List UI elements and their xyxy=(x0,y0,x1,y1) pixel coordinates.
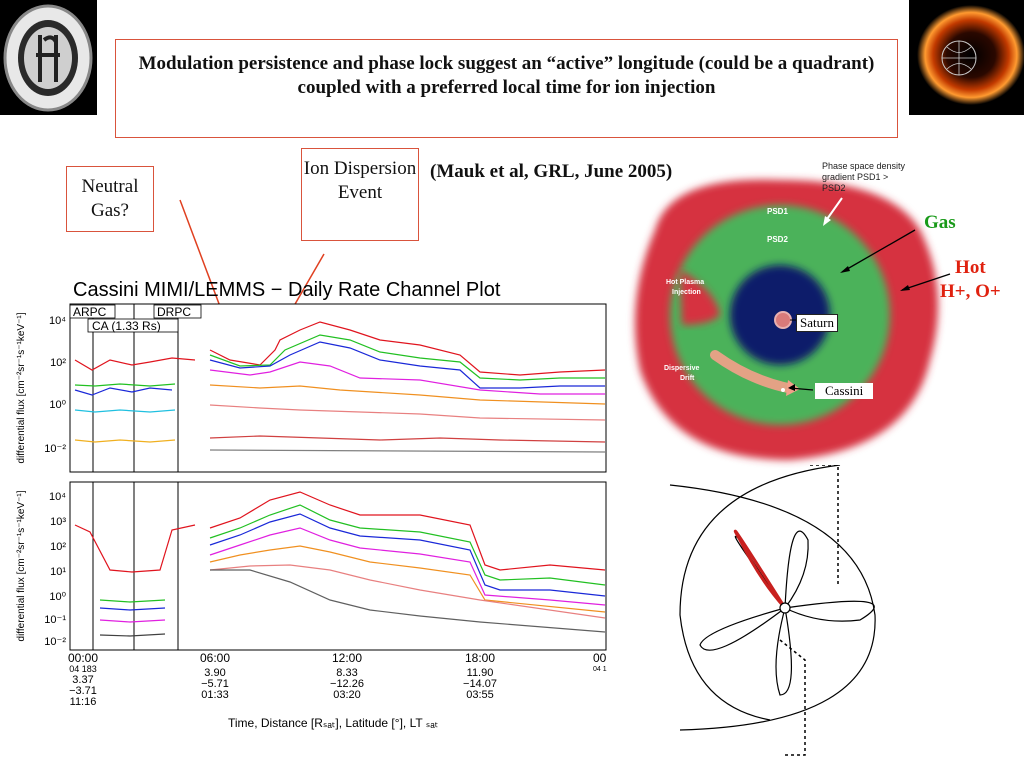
ion-dispersion-text: Ion Dispersion Event xyxy=(303,158,417,203)
psd2-label: PSD2 xyxy=(767,235,788,244)
top-ytick: 10⁴ xyxy=(49,315,66,327)
top-ytick: 10⁰ xyxy=(49,399,66,411)
bottom-ytick: 10⁻² xyxy=(44,636,66,648)
arpc-label: ARPC xyxy=(73,305,107,319)
jhu-apl-logo xyxy=(0,0,97,115)
cassini-flux-plot: ARPC DRPC CA (1.33 Rs) 10⁴ 10² 10⁰ 10⁻² … xyxy=(16,303,607,651)
psd1-label: PSD1 xyxy=(767,207,788,216)
xtick-1: 06:00 3.90 −5.71 01:33 xyxy=(199,651,231,701)
saturn-ring-current-image xyxy=(909,0,1024,115)
top-ytick: 10² xyxy=(50,357,66,369)
slide-title: Modulation persistence and phase lock su… xyxy=(138,53,875,98)
hot-plasma-label: Hot Plasma Injection xyxy=(666,279,706,296)
bottom-ytick: 10⁰ xyxy=(49,591,66,603)
title-box: Modulation persistence and phase lock su… xyxy=(115,39,898,138)
ca-label: CA (1.33 Rs) xyxy=(92,319,161,333)
citation: (Mauk et al, GRL, June 2005) xyxy=(430,161,673,182)
drpc-label: DRPC xyxy=(157,305,191,319)
x-axis-title: Time, Distance [Rₛₐₜ], Latitude [°], LT … xyxy=(228,716,439,730)
xtick-4: 00 04 1 xyxy=(593,651,607,673)
hot-label: Hot H+, O+ xyxy=(940,256,1001,304)
bottom-ytick: 10⁴ xyxy=(49,491,66,503)
neutral-gas-note: Neutral Gas? xyxy=(66,166,154,232)
ion-dispersion-note: Ion Dispersion Event xyxy=(301,148,419,241)
ring-current-diagram: PSD1 PSD2 Hot Plasma Injection Dispersiv… xyxy=(635,179,951,461)
phase-space-label: Phase space density gradient PSD1 > PSD2 xyxy=(822,161,906,193)
bottom-ytick: 10¹ xyxy=(50,566,66,578)
bottom-ytick: 10³ xyxy=(50,516,66,528)
x-axis-labels: 00:00 04 183 3.37 −3.71 11:16 06:00 3.90… xyxy=(55,651,615,733)
neutral-gas-text: Neutral Gas? xyxy=(81,176,139,221)
plot-title: Cassini MIMI/LEMMS − Daily Rate Channel … xyxy=(73,279,501,301)
bottom-ytick: 10⁻¹ xyxy=(44,614,66,626)
xtick-2: 12:00 8.33 −12.26 03:20 xyxy=(330,651,364,701)
dispersive-label: Dispersive Drift xyxy=(664,365,701,382)
orbit-petal-diagram xyxy=(669,465,876,756)
saturn-label: Saturn xyxy=(796,314,838,332)
ylabel-bottom: differential flux [cm⁻²sr⁻¹s⁻¹keV⁻¹] xyxy=(16,490,27,641)
bottom-ytick: 10² xyxy=(50,541,66,553)
xtick-0: 00:00 04 183 3.37 −3.71 11:16 xyxy=(67,651,99,708)
ylabel-top: differential flux [cm⁻²sr⁻¹s⁻¹keV⁻¹] xyxy=(16,312,27,463)
top-ytick: 10⁻² xyxy=(44,443,66,455)
hot-label-line1: Hot xyxy=(955,257,986,278)
hot-label-line2: H+, O+ xyxy=(940,281,1001,302)
gas-label: Gas xyxy=(924,212,956,233)
xtick-3: 18:00 11.90 −14.07 03:55 xyxy=(463,651,497,701)
cassini-label: Cassini xyxy=(815,383,874,399)
